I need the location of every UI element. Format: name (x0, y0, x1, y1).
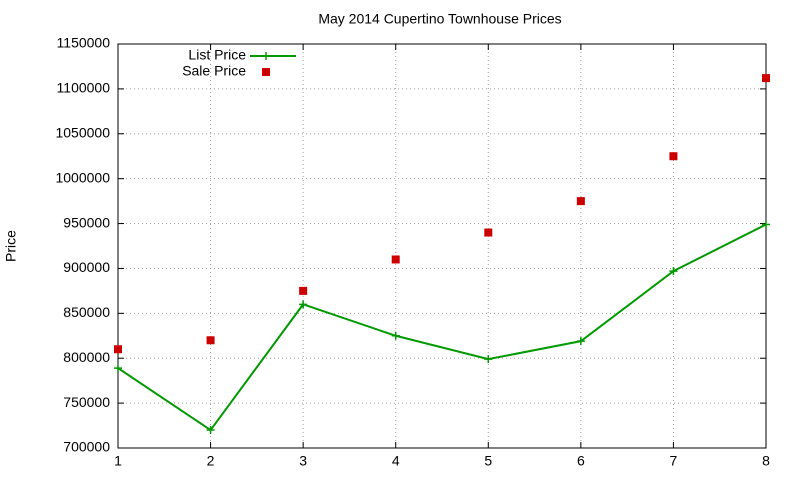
x-tick-label: 7 (670, 453, 678, 469)
x-tick-label: 8 (762, 453, 770, 469)
legend-label: List Price (188, 47, 246, 63)
data-point (484, 355, 493, 364)
y-tick-label: 1100000 (57, 80, 111, 96)
plot-frame (117, 43, 767, 449)
data-point (762, 74, 770, 83)
legend-marker (262, 68, 270, 76)
data-point (669, 267, 678, 276)
data-point (669, 152, 678, 161)
y-axis-label: Price (3, 230, 19, 262)
y-tick-label: 1000000 (55, 169, 110, 185)
data-point (576, 337, 585, 346)
y-tick-label: 700000 (63, 439, 110, 455)
data-point (299, 286, 308, 295)
chart-title: May 2014 Cupertino Townhouse Prices (318, 11, 561, 27)
data-point (114, 345, 122, 354)
legend-label: Sale Price (182, 63, 246, 79)
y-tick-label: 900000 (63, 259, 110, 275)
data-point (391, 331, 400, 340)
x-tick-label: 5 (484, 453, 492, 469)
data-point (484, 228, 493, 237)
data-point (206, 426, 215, 435)
x-tick-label: 4 (392, 453, 400, 469)
x-tick-label: 1 (114, 453, 122, 469)
data-point (762, 220, 770, 229)
data-point (391, 255, 400, 264)
y-tick-label: 1150000 (57, 35, 111, 51)
y-tick-label: 950000 (63, 214, 110, 230)
data-point (206, 336, 215, 345)
legend-marker (262, 52, 270, 60)
data-point (576, 197, 585, 206)
y-tick-label: 850000 (63, 304, 110, 320)
y-tick-label: 1050000 (55, 124, 110, 140)
x-tick-label: 6 (577, 453, 585, 469)
y-tick-label: 800000 (63, 349, 110, 365)
y-tick-label: 750000 (63, 394, 110, 410)
series-line (117, 223, 767, 432)
x-tick-label: 2 (207, 453, 215, 469)
x-tick-label: 3 (299, 453, 307, 469)
data-point (299, 300, 308, 309)
data-point (114, 364, 122, 373)
